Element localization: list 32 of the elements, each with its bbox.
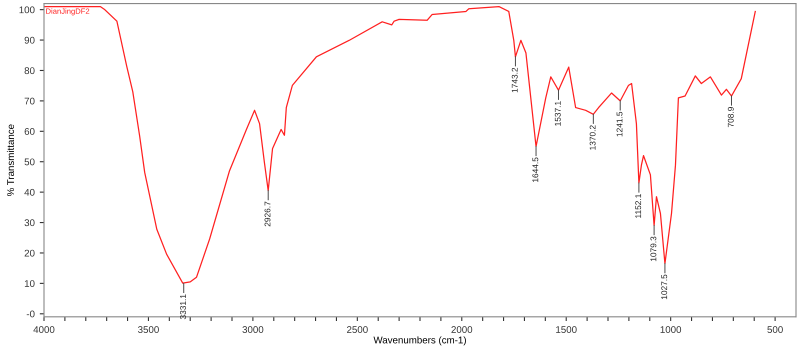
- x-tick-label: 4000: [33, 326, 54, 334]
- annotation: 1537.1: [554, 101, 561, 126]
- annotation: 1079.3: [650, 236, 656, 262]
- y-tick-label: 60: [24, 128, 35, 135]
- annotation: 1743.2: [512, 68, 518, 92]
- annotation: 1644.5: [532, 158, 538, 182]
- y-tick-label: 30: [24, 219, 35, 226]
- y-tick-label: 10: [24, 280, 35, 287]
- annotation: 708.9: [728, 107, 734, 128]
- x-tick-label: 1500: [556, 326, 577, 334]
- y-tick-label: 70: [24, 98, 35, 105]
- y-tick-label: 90: [24, 36, 35, 44]
- x-tick-label: 3000: [242, 326, 264, 334]
- x-tick-label: 3500: [138, 326, 159, 334]
- annotation: 1152.1: [635, 194, 642, 218]
- annotation: 3331.1: [180, 294, 186, 320]
- y-tick-label: 50: [24, 158, 35, 166]
- x-axis-title: Wavenumbers (cm-1): [374, 336, 466, 346]
- y-tick-label: 80: [24, 67, 35, 74]
- y-tick-label: -0: [26, 310, 35, 318]
- y-tick-label: 20: [24, 250, 35, 257]
- y-tick-label: 40: [24, 188, 35, 196]
- y-axis-title: % Transmittance: [6, 124, 14, 196]
- x-tick-label: 2000: [451, 326, 472, 334]
- annotation: 1027.5: [661, 274, 668, 300]
- y-tick-label: 100: [19, 6, 35, 14]
- x-tick-label: 1000: [660, 326, 682, 334]
- annotation: 1241.5: [616, 112, 622, 136]
- annotation: 1370.2: [590, 125, 596, 150]
- annotation: 2926.7: [264, 202, 270, 226]
- x-tick-label: 2500: [347, 326, 368, 334]
- x-tick-label: 500: [767, 326, 783, 334]
